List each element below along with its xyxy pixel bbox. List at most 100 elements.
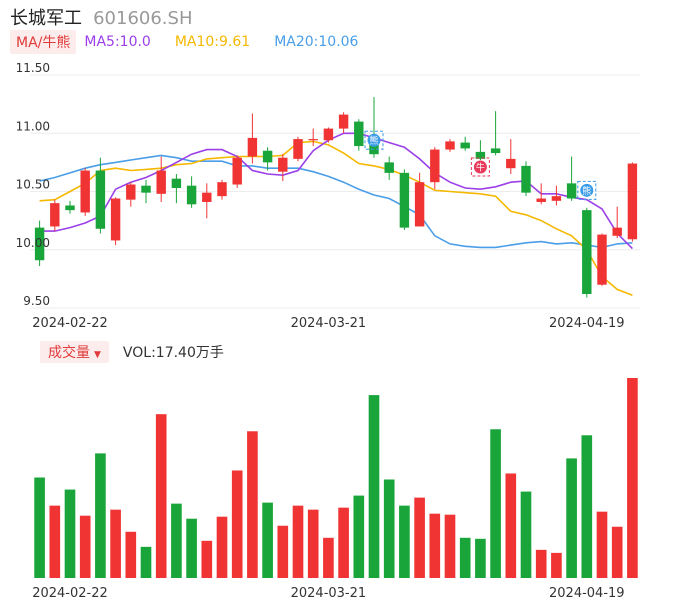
candle — [141, 179, 151, 204]
candle-body — [490, 148, 501, 154]
volume-bar — [323, 537, 334, 578]
volume-bar — [140, 546, 152, 578]
candle — [217, 179, 227, 200]
price-tick-label: 11.00 — [16, 119, 50, 133]
candle — [262, 147, 273, 171]
date-tick-label: 2024-03-21 — [291, 316, 367, 331]
candle — [551, 185, 562, 206]
ma-indicator-selector[interactable]: MA/牛熊 — [10, 30, 77, 54]
caret-down-icon: ▼ — [94, 350, 101, 360]
candle-body — [399, 172, 410, 228]
volume-bar — [383, 479, 395, 578]
candle-body — [612, 227, 622, 236]
candle — [80, 168, 90, 216]
volume-bar — [520, 491, 532, 578]
ma10-legend: MA10:9.61 — [174, 34, 251, 50]
volume-bar — [201, 540, 213, 578]
volume-bar — [535, 549, 547, 578]
candle-body — [597, 234, 607, 285]
volume-bar — [353, 495, 365, 578]
candle — [338, 112, 349, 134]
candle-body — [247, 137, 258, 157]
candle — [171, 174, 182, 204]
volume-indicator-selector[interactable]: 成交量 ▼ — [40, 341, 109, 363]
volume-bar — [155, 414, 167, 578]
volume-bar — [611, 526, 623, 578]
candle — [399, 169, 410, 230]
candle-body — [293, 139, 303, 159]
volume-date-tick-label: 2024-02-22 — [32, 586, 108, 601]
volume-bar — [475, 538, 486, 578]
candle-body — [430, 149, 440, 183]
candle-body — [566, 183, 577, 199]
volume-bar — [596, 511, 608, 578]
price-tick-label: 10.50 — [16, 178, 50, 192]
volume-bar — [566, 458, 577, 578]
volume-bar — [551, 552, 562, 578]
candle-body — [95, 170, 106, 229]
signal-dot — [580, 183, 594, 197]
volume-legend: 成交量 ▼ VOL:17.40万手 — [40, 341, 224, 363]
candle-body — [156, 170, 166, 194]
candle-body — [126, 184, 136, 200]
volume-bar — [186, 518, 197, 578]
volume-bar — [399, 505, 410, 578]
candle — [126, 182, 136, 207]
candle-body — [521, 165, 531, 193]
volume-bar — [49, 505, 61, 578]
volume-bar — [429, 513, 441, 578]
candle-body — [202, 192, 212, 202]
candle-body — [627, 163, 638, 240]
volume-bar — [34, 477, 45, 578]
signal-label: 牛 — [476, 162, 485, 174]
candle — [308, 128, 318, 147]
volume-bar — [459, 537, 471, 578]
volume-bar — [505, 473, 517, 578]
signal-frame — [470, 157, 490, 177]
volume-bar — [231, 470, 243, 578]
candle — [430, 147, 440, 190]
candle — [612, 206, 622, 239]
bull-signal-icon: 牛 — [470, 157, 490, 177]
candle — [323, 127, 334, 143]
stock-code: 601606.SH — [93, 8, 193, 29]
candle — [475, 140, 486, 161]
candle — [293, 136, 303, 162]
candle-body — [354, 121, 364, 147]
candle — [65, 200, 75, 214]
volume-value: VOL:17.40万手 — [122, 345, 224, 361]
candle-body — [217, 182, 227, 197]
volume-bar — [110, 509, 121, 578]
candle — [536, 183, 546, 205]
candle — [232, 155, 242, 189]
price-grid — [30, 74, 640, 309]
volume-bars — [34, 378, 638, 578]
volume-bar — [444, 514, 456, 578]
volume-bar — [414, 497, 425, 578]
candle-body — [384, 162, 394, 173]
volume-tag-label: 成交量 — [48, 345, 90, 361]
candle-body — [582, 210, 592, 295]
candle — [597, 233, 607, 286]
candles — [34, 97, 638, 298]
signal-dot — [473, 160, 487, 174]
candle-body — [308, 139, 318, 141]
price-tick-label: 10.00 — [16, 236, 50, 250]
candle-body — [460, 142, 470, 149]
signal-dot — [367, 133, 381, 147]
signal-frame — [577, 180, 597, 200]
ma-legend: MA/牛熊 MA5:10.0 MA10:9.61 MA20:10.06 — [10, 30, 382, 54]
candle — [247, 113, 258, 164]
signal-markers: 熊牛熊 — [364, 130, 597, 200]
candle-body — [80, 170, 90, 213]
candle-body — [34, 227, 45, 261]
candle — [354, 119, 364, 151]
candle-body — [551, 196, 562, 201]
volume-bar — [64, 489, 76, 578]
candle-body — [141, 185, 151, 193]
date-axis-labels: 2024-02-22 2024-03-21 2024-04-19 — [32, 316, 624, 331]
price-axis-labels: 11.50 11.00 10.50 10.00 9.50 — [16, 61, 50, 308]
candle-body — [262, 150, 273, 163]
candle — [414, 172, 425, 227]
date-tick-label: 2024-02-22 — [32, 316, 108, 331]
